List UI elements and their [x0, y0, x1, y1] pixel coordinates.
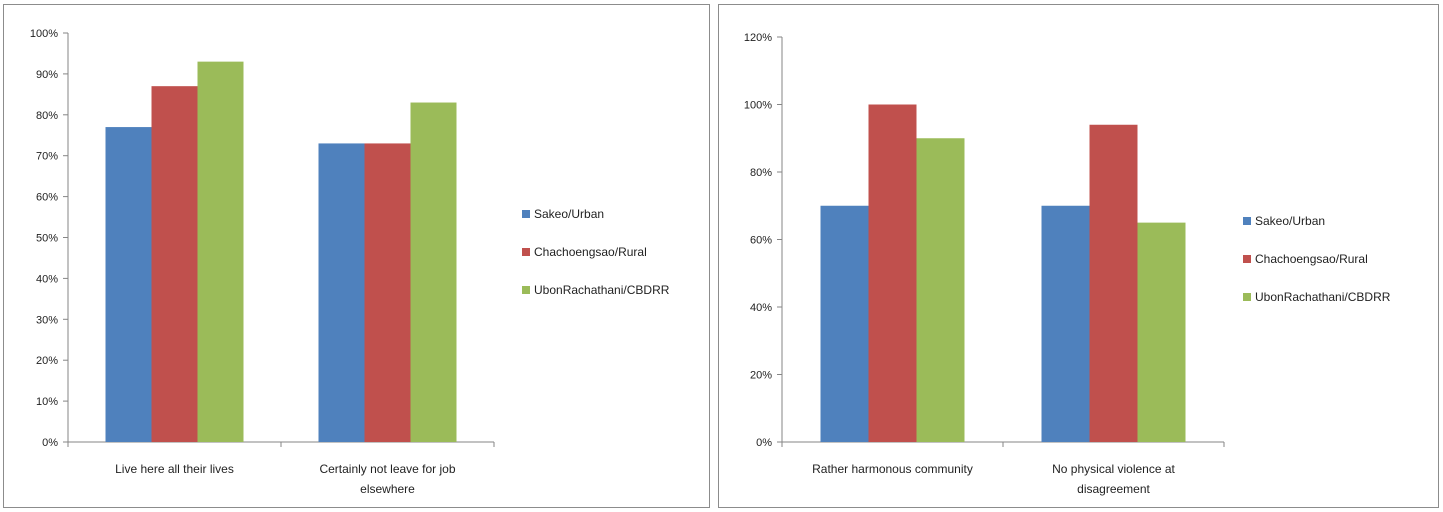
- y-tick-label: 0%: [42, 437, 58, 449]
- legend-swatch: [522, 210, 530, 218]
- x-category-label: disagreement: [1077, 482, 1150, 496]
- legend-label: Sakeo/Urban: [1255, 214, 1325, 228]
- y-tick-label: 0%: [756, 437, 772, 449]
- bar-chachoengsao-rural-0: [151, 86, 198, 443]
- y-tick-label: 30%: [36, 314, 58, 326]
- bar-chachoengsao-rural-1: [1089, 124, 1138, 442]
- chart-panel-left: 0% 10% 20% 30% 40% 50% 60% 70% 80% 90% 100% Live he…: [3, 4, 710, 508]
- bar-sakeo-urban-0: [105, 127, 152, 442]
- y-tick-label: 10%: [36, 396, 58, 408]
- legend-swatch: [522, 248, 530, 256]
- y-tick-label: 20%: [750, 370, 772, 382]
- legend-label: UbonRachathani/CBDRR: [1255, 290, 1391, 304]
- y-tick-label: 100%: [30, 28, 58, 40]
- y-tick-label: 50%: [36, 233, 58, 245]
- x-category-label: Certainly not leave for job: [319, 462, 455, 476]
- bar-chachoengsao-rural-0: [868, 104, 917, 442]
- y-tick-label: 60%: [750, 235, 772, 247]
- legend-swatch: [1243, 293, 1251, 301]
- legend-label: Chachoengsao/Rural: [534, 245, 647, 259]
- legend-swatch: [1243, 217, 1251, 225]
- y-tick-label: 100%: [744, 100, 772, 112]
- y-tick-label: 40%: [750, 302, 772, 314]
- y-tick-label: 60%: [36, 192, 58, 204]
- x-category-label: No physical violence at: [1052, 462, 1175, 476]
- bar-chart-left: 0% 10% 20% 30% 40% 50% 60% 70% 80% 90% 100% Live he…: [30, 28, 670, 496]
- y-tick-label: 80%: [750, 167, 772, 179]
- bar-sakeo-urban-1: [1041, 205, 1090, 442]
- bar-ubonrachathani-cbdrr-1: [410, 102, 457, 442]
- legend-label: UbonRachathani/CBDRR: [534, 283, 670, 297]
- bar-chart-right: 0% 20% 40% 60% 80% 100% 120% Rather harmonous c…: [744, 32, 1391, 496]
- legend-swatch: [1243, 255, 1251, 263]
- x-category-label: elsewhere: [360, 482, 415, 496]
- bar-chachoengsao-rural-1: [364, 143, 411, 442]
- x-category-label: Rather harmonous community: [812, 462, 973, 476]
- bar-sakeo-urban-1: [318, 143, 365, 442]
- bar-ubonrachathani-cbdrr-1: [1137, 222, 1186, 442]
- legend-swatch: [522, 286, 530, 294]
- y-tick-label: 120%: [744, 32, 772, 44]
- y-tick-label: 20%: [36, 355, 58, 367]
- y-tick-label: 80%: [36, 110, 58, 122]
- bar-ubonrachathani-cbdrr-0: [916, 138, 965, 442]
- bar-sakeo-urban-0: [820, 205, 869, 442]
- legend-label: Sakeo/Urban: [534, 207, 604, 221]
- y-tick-label: 70%: [36, 151, 58, 163]
- y-tick-label: 90%: [36, 69, 58, 81]
- y-tick-label: 40%: [36, 273, 58, 285]
- x-category-label: Live here all their lives: [115, 462, 234, 476]
- legend-label: Chachoengsao/Rural: [1255, 252, 1368, 266]
- chart-panel-right: 0% 20% 40% 60% 80% 100% 120% Rather harmonous c…: [718, 4, 1439, 508]
- bar-ubonrachathani-cbdrr-0: [197, 61, 244, 442]
